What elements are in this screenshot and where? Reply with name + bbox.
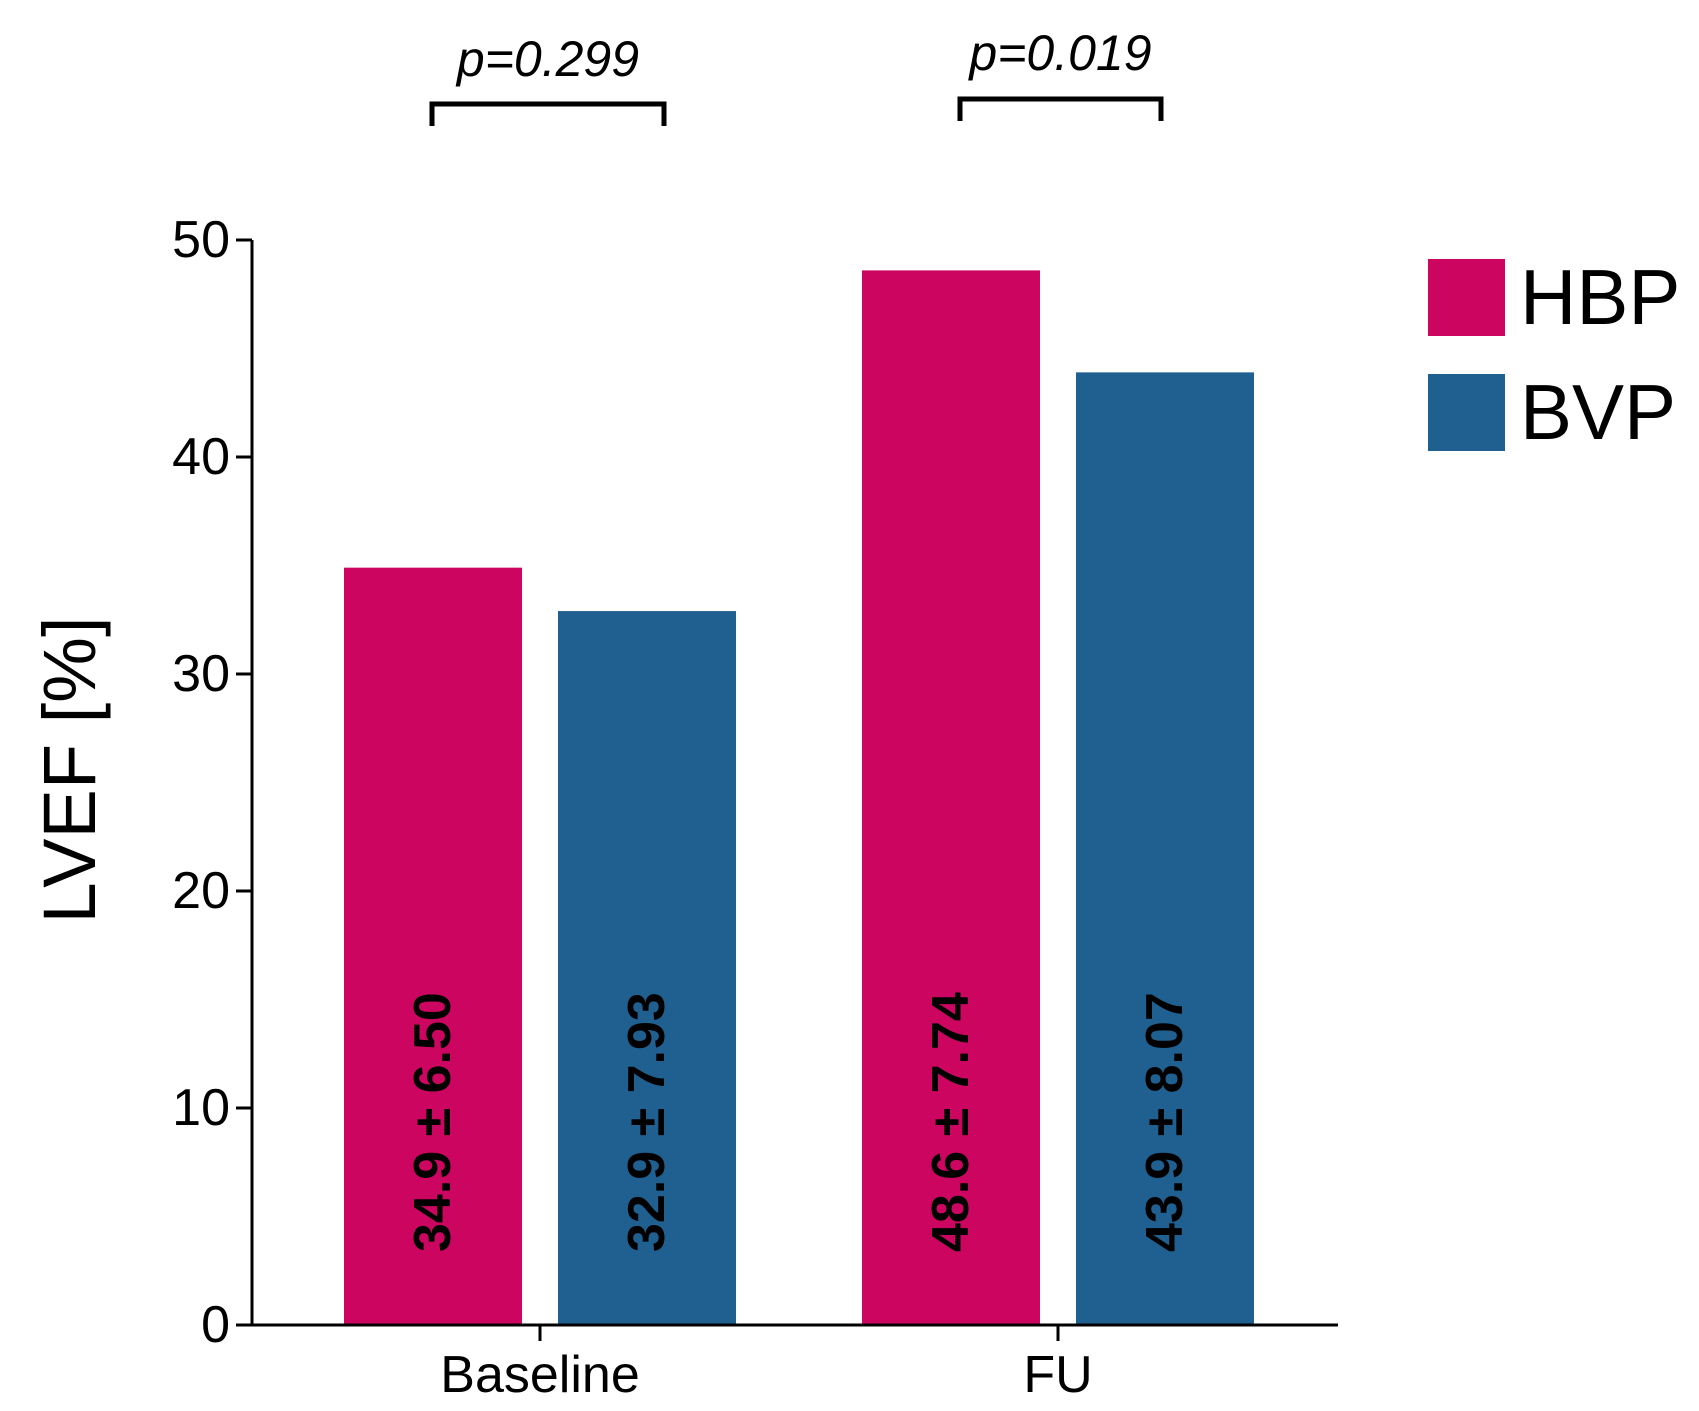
- x-tick-label: FU: [1023, 1346, 1092, 1404]
- y-tick-label: 10: [172, 1079, 230, 1137]
- legend: HBP BVP: [1428, 253, 1680, 456]
- p-value-label: p=0.299: [455, 31, 639, 87]
- y-tick-label: 50: [172, 211, 230, 269]
- bar-value-label: 43.9 ± 8.07: [1136, 992, 1194, 1252]
- bar-value-label: 48.6 ± 7.74: [922, 992, 980, 1252]
- bar-bvp-fu: [1076, 372, 1254, 1325]
- legend-label: HBP: [1520, 253, 1680, 341]
- bars-layer: [344, 270, 1254, 1325]
- bar-value-label: 34.9 ± 6.50: [404, 992, 462, 1252]
- axes: 0 10 20 30 40 50 Baseline FU: [172, 211, 1338, 1404]
- significance-brackets: p=0.299 p=0.019: [429, 25, 1164, 126]
- bar-hbp-fu: [862, 270, 1040, 1325]
- significance-bracket: [429, 101, 667, 126]
- bar-value-label: 32.9 ± 7.93: [618, 992, 676, 1252]
- bar-bvp-baseline: [558, 611, 736, 1325]
- y-tick-label: 0: [201, 1296, 230, 1354]
- y-tick-label: 40: [172, 428, 230, 486]
- legend-swatch-hbp: [1428, 259, 1505, 336]
- legend-label: BVP: [1520, 368, 1676, 456]
- significance-bracket: [957, 96, 1164, 121]
- bar-hbp-baseline: [344, 567, 522, 1325]
- y-tick-label: 20: [172, 862, 230, 920]
- legend-swatch-bvp: [1428, 374, 1505, 451]
- y-tick-label: 30: [172, 645, 230, 703]
- p-value-label: p=0.019: [967, 25, 1151, 81]
- y-axis-label: LVEF [%]: [28, 616, 111, 923]
- x-tick-label: Baseline: [440, 1346, 639, 1404]
- bar-value-labels: 34.9 ± 6.50 48.6 ± 7.74 32.9 ± 7.93 43.9 ± …: [404, 992, 1194, 1252]
